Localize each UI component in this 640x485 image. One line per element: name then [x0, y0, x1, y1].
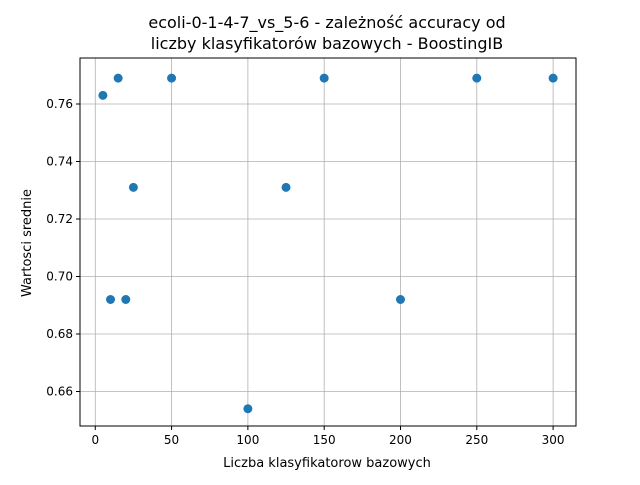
y-tick-label-0: 0.66 — [46, 385, 73, 399]
data-point-11 — [548, 73, 558, 83]
x-tick-label-6: 300 — [542, 433, 565, 447]
x-axis-label: Liczba klasyfikatorow bazowych — [223, 456, 431, 471]
axes: 0 50 100 150 200 250 300 0.66 0.68 0.70 0.72 0.74 0.… — [46, 57, 577, 447]
data-point-7 — [281, 182, 291, 192]
y-tick-label-2: 0.70 — [46, 270, 73, 284]
chart-title-line-2: liczby klasyfikatorów bazowych - Boostin… — [151, 34, 503, 53]
x-tick-label-2: 100 — [236, 433, 259, 447]
plot-frame — [79, 57, 577, 427]
data-point-0 — [98, 90, 108, 100]
y-tick-label-1: 0.68 — [46, 327, 73, 341]
grid — [80, 58, 576, 426]
x-tick-label-0: 0 — [91, 433, 99, 447]
data-point-5 — [167, 73, 177, 83]
x-tick-label-1: 50 — [164, 433, 179, 447]
data-point-1 — [106, 295, 116, 304]
chart-title-line-1: ecoli-0-1-4-7_vs_5-6 - zależność accurac… — [148, 13, 505, 33]
y-tick-label-3: 0.72 — [46, 212, 73, 226]
x-tick-label-4: 200 — [389, 433, 412, 447]
data-point-2 — [113, 73, 123, 83]
data-point-6 — [243, 404, 253, 414]
data-point-4 — [128, 182, 138, 192]
y-tick-label-5: 0.76 — [46, 97, 73, 111]
y-axis-label: Wartosci srednie — [20, 189, 35, 297]
x-tick-label-3: 150 — [313, 433, 336, 447]
data-points — [98, 73, 558, 414]
data-point-3 — [121, 295, 131, 304]
data-point-8 — [319, 73, 329, 83]
x-tick-label-5: 250 — [465, 433, 488, 447]
data-point-9 — [395, 295, 405, 304]
data-point-10 — [472, 73, 482, 83]
y-tick-label-4: 0.74 — [46, 155, 73, 169]
